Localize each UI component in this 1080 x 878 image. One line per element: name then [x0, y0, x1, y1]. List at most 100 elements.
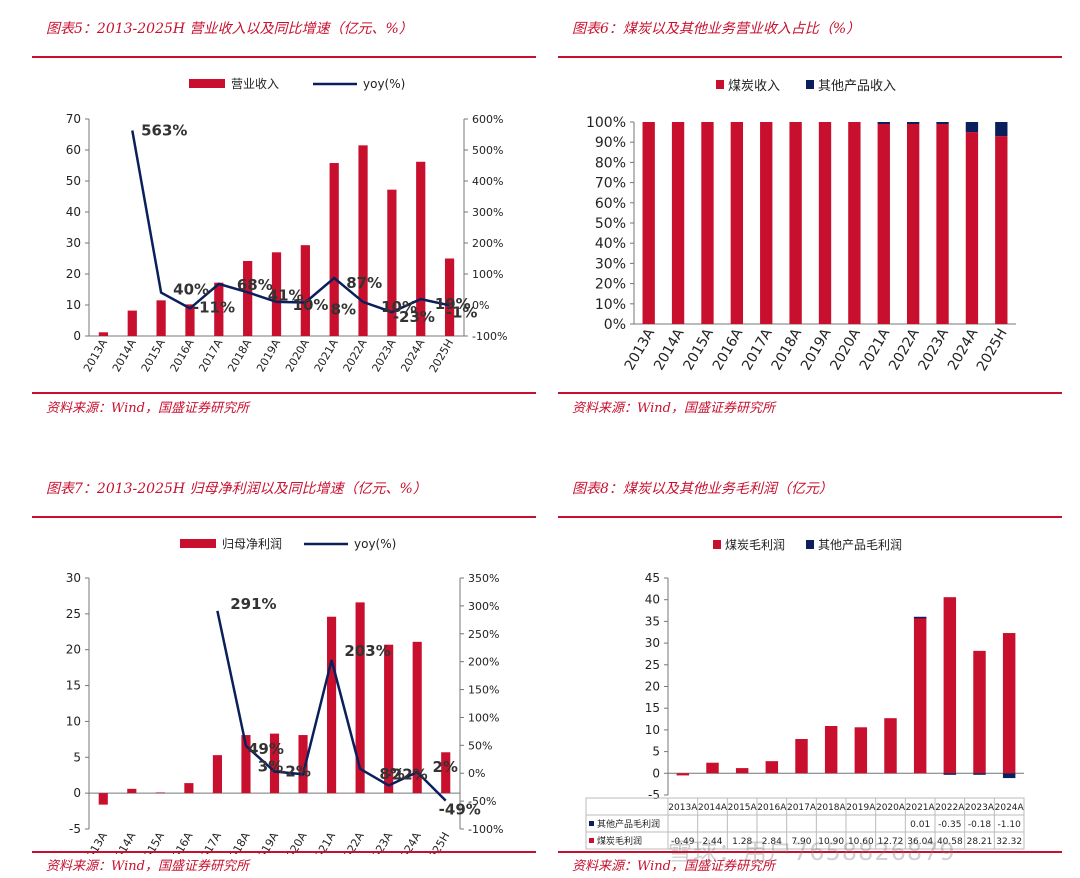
bar-coal	[1002, 633, 1016, 774]
x-tick-label: 2014A	[698, 803, 728, 813]
divider	[32, 851, 536, 853]
bar-coal	[818, 122, 832, 324]
bar	[185, 304, 195, 336]
bar-coal	[936, 124, 949, 325]
bar-coal	[824, 725, 838, 774]
bar-coal	[735, 768, 749, 774]
legend-label-line: yoy(%)	[363, 77, 405, 91]
bar	[184, 783, 194, 794]
data-table-row-label: 煤炭毛利润	[597, 835, 642, 847]
divider	[558, 516, 1062, 518]
revenue-share-chart: 煤炭收入 其他产品收入 0% 10% 20% 30% 40% 50% 60% 70% 80% 90% 1…	[586, 79, 1016, 374]
y-tick-label: 15	[645, 701, 660, 715]
data-label-yoy: 87%	[346, 274, 382, 292]
y-tick-label: 35	[645, 614, 660, 628]
y-tick-label-right: 0%	[468, 767, 485, 780]
bar	[271, 252, 282, 336]
x-tick-label: 2017A	[196, 337, 225, 375]
y-tick-label: 20%	[595, 277, 626, 293]
source-note: 资料来源：Wind，国盛证券研究所	[572, 401, 775, 416]
bar-coal	[877, 124, 890, 325]
panel-net-profit: 图表7：2013-2025H 归母净利润以及同比增速（亿元、%） 归母净利润 yo…	[32, 460, 536, 878]
divider	[558, 392, 1062, 394]
data-table-cell: 12.72	[878, 837, 904, 847]
x-tick-label: 2019A	[254, 337, 283, 375]
data-table-cell: -0.18	[968, 820, 992, 830]
y-tick-label-right: 300%	[468, 600, 499, 613]
x-tick-label: 2023A	[965, 803, 995, 813]
divider	[558, 56, 1062, 58]
data-label-yoy: 563%	[141, 121, 187, 139]
y-tick-label: 40%	[595, 236, 626, 252]
y-tick-label: 10	[645, 723, 660, 737]
y-tick-label-left: 5	[73, 750, 81, 764]
y-tick-label-left: 25	[66, 607, 81, 621]
x-tick-label: 2021A	[906, 803, 936, 813]
y-tick-label-right: 600%	[472, 113, 503, 126]
bar-other	[877, 122, 890, 125]
data-label-yoy: -22%	[386, 765, 428, 783]
data-table-cell: 0.01	[910, 820, 930, 830]
y-tick-label: 30	[645, 636, 660, 650]
data-label-yoy: 3%	[258, 758, 283, 776]
data-table-cell: 10.90	[818, 837, 844, 847]
bar-other	[973, 773, 986, 775]
x-tick-label: 2025H	[427, 337, 456, 375]
y-tick-label: 5	[652, 745, 660, 759]
data-table-cell: 2.44	[702, 837, 722, 847]
y-tick-label: 10%	[595, 297, 626, 313]
divider	[558, 851, 1062, 853]
y-tick-label: 40	[645, 593, 660, 607]
data-label-yoy: 203%	[344, 642, 390, 660]
bar-coal	[973, 650, 986, 774]
legend-swatch-bars	[180, 539, 216, 548]
bar	[241, 735, 251, 794]
bar	[329, 163, 339, 336]
y-tick-label-left: 10	[66, 714, 81, 728]
panel-revenue-share: 图表6：煤炭以及其他业务营业收入占比（%） 煤炭收入 其他产品收入 0% 10% 20%…	[558, 0, 1062, 439]
bar-coal	[884, 718, 897, 774]
y-tick-label-left: 0	[73, 786, 81, 800]
data-table-cell: 40.58	[937, 837, 963, 847]
x-tick-label: 2022A	[341, 337, 370, 375]
bar-coal	[995, 136, 1008, 324]
x-tick-label: 2013A	[81, 337, 110, 375]
bar-coal	[706, 762, 719, 774]
legend-label-other: 其他产品收入	[818, 79, 896, 94]
bar	[127, 788, 137, 794]
bar	[155, 792, 165, 794]
data-table-cell: -0.35	[938, 820, 961, 830]
y-tick-label-left: 20	[66, 267, 81, 281]
data-table-cell: -0.49	[671, 837, 695, 847]
y-tick-label-right: 100%	[468, 711, 499, 724]
data-table-cell: 36.04	[907, 837, 933, 847]
bar-coal	[854, 727, 868, 774]
x-tick-label: 2013A	[668, 803, 698, 813]
watermark: 雪球：用户7658826879	[668, 838, 956, 866]
panel-gross-profit: 图表8：煤炭以及其他业务毛利润（亿元） 煤炭毛利润 其他产品毛利润 -5 0 5 10 15…	[558, 460, 1062, 878]
data-table-swatch	[589, 821, 594, 826]
data-label-yoy: 40%	[173, 281, 209, 299]
x-tick-label: 2024A	[995, 803, 1025, 813]
x-tick-label: 2019A	[846, 803, 876, 813]
bar	[214, 282, 224, 336]
x-tick-label: 2024A	[398, 337, 427, 375]
data-label-yoy: 8%	[331, 301, 356, 319]
bar	[355, 602, 365, 794]
y-tick-label-right: 250%	[468, 628, 499, 641]
y-tick-label-right: 200%	[468, 656, 499, 669]
bar	[358, 145, 368, 336]
data-table-cell: -1.10	[998, 820, 1022, 830]
data-table-cell: 7.90	[791, 837, 811, 847]
data-label-yoy: 19%	[435, 295, 471, 313]
data-label-yoy: 49%	[248, 740, 284, 758]
x-tick-label: 2018A	[817, 803, 847, 813]
bar-other	[995, 122, 1008, 137]
divider	[32, 392, 536, 394]
y-tick-label: 0%	[604, 317, 626, 333]
data-table-swatch	[589, 838, 594, 843]
x-tick-label: 2021A	[312, 337, 341, 375]
series-line-yoy	[216, 610, 447, 802]
bar	[444, 258, 455, 336]
y-tick-label-right: -100%	[468, 823, 503, 836]
